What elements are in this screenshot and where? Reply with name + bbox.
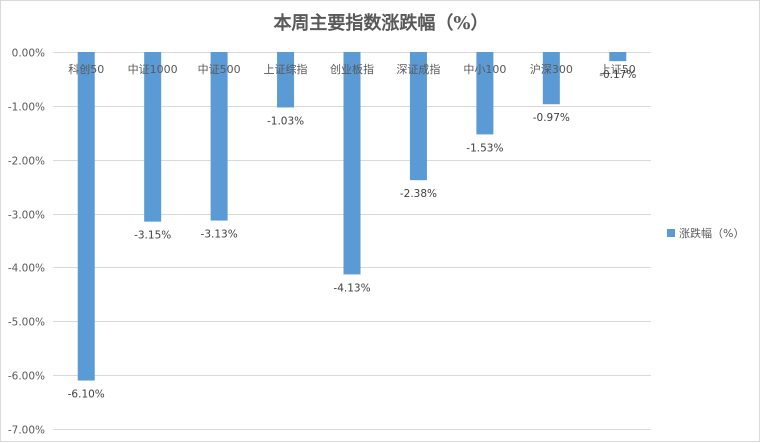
y-tick-label: 0.00% bbox=[12, 48, 45, 60]
bars bbox=[77, 52, 627, 381]
category-label: 科创50 bbox=[68, 62, 104, 76]
chart-title: 本周主要指数涨跌幅（%） bbox=[273, 13, 489, 34]
y-axis: 0.00% -1.00% -2.00% -3.00% -4.00% -5.00% -6.00… bbox=[8, 48, 45, 437]
legend-label: 涨跌幅（%） bbox=[679, 226, 744, 240]
data-label: -3.13% bbox=[201, 229, 238, 241]
bar bbox=[144, 52, 162, 222]
y-tick-label: -6.00% bbox=[8, 371, 45, 383]
category-labels: 科创50 中证1000 中证500 上证综指 创业板指 深证成指 中小100 沪深300 上证5… bbox=[68, 62, 636, 76]
bar bbox=[409, 52, 427, 181]
data-label: -3.15% bbox=[134, 230, 171, 242]
bar bbox=[277, 52, 295, 108]
y-tick-label: -4.00% bbox=[8, 263, 45, 275]
y-tick-label: -3.00% bbox=[8, 210, 45, 222]
y-tick-label: -1.00% bbox=[8, 102, 45, 114]
bar bbox=[77, 52, 95, 381]
category-label: 上证50 bbox=[600, 63, 636, 76]
data-label: -2.38% bbox=[400, 188, 437, 200]
category-label: 中证500 bbox=[198, 63, 241, 76]
y-tick-label: -5.00% bbox=[8, 317, 45, 329]
category-label: 深证成指 bbox=[396, 62, 440, 76]
y-tick-label: -7.00% bbox=[8, 425, 45, 437]
bar bbox=[476, 52, 494, 135]
legend: 涨跌幅（%） bbox=[667, 226, 744, 240]
data-label: -0.97% bbox=[533, 112, 570, 124]
category-label: 创业板指 bbox=[330, 62, 374, 76]
data-labels: -6.10% -3.15% -3.13% -1.03% -4.13% -2.38% -1.5… bbox=[68, 69, 637, 400]
bar bbox=[609, 52, 627, 62]
data-label: -0.17% bbox=[599, 69, 636, 81]
legend-swatch bbox=[667, 229, 675, 237]
data-label: -1.03% bbox=[267, 115, 304, 127]
category-label: 沪深300 bbox=[530, 62, 573, 76]
data-label: -6.10% bbox=[68, 389, 105, 401]
category-label: 上证综指 bbox=[264, 62, 308, 76]
data-label: -1.53% bbox=[466, 142, 503, 154]
bar bbox=[343, 52, 361, 275]
bar bbox=[542, 52, 560, 105]
data-label: -4.13% bbox=[333, 282, 370, 294]
category-label: 中证1000 bbox=[128, 63, 178, 76]
category-label: 中小100 bbox=[463, 63, 506, 76]
bar bbox=[210, 52, 228, 221]
y-tick-label: -2.00% bbox=[8, 156, 45, 168]
